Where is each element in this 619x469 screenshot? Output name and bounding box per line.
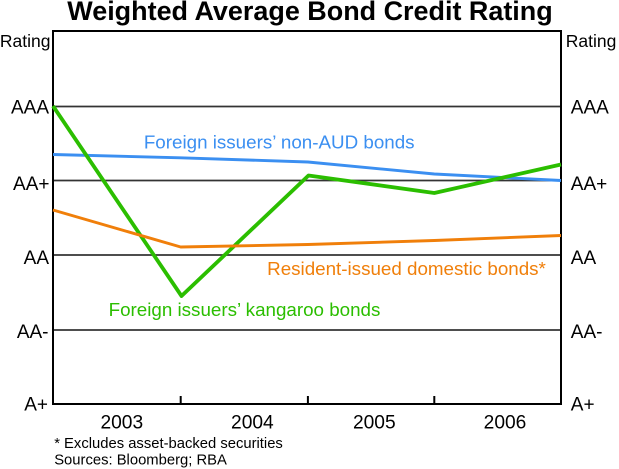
svg-text:AAA: AAA bbox=[571, 97, 609, 118]
svg-text:Foreign issuers’ kangaroo bond: Foreign issuers’ kangaroo bonds bbox=[109, 299, 381, 320]
svg-text:2006: 2006 bbox=[484, 413, 527, 434]
svg-text:Weighted Average Bond Credit R: Weighted Average Bond Credit Rating bbox=[67, 0, 552, 26]
svg-text:Sources: Bloomberg; RBA: Sources: Bloomberg; RBA bbox=[54, 452, 227, 468]
svg-text:A+: A+ bbox=[24, 394, 48, 415]
svg-text:AA-: AA- bbox=[17, 322, 49, 343]
svg-text:AA: AA bbox=[571, 248, 597, 269]
svg-text:2005: 2005 bbox=[353, 413, 396, 434]
svg-text:2003: 2003 bbox=[100, 413, 143, 434]
svg-text:AA+: AA+ bbox=[13, 174, 49, 195]
svg-text:AA-: AA- bbox=[571, 322, 603, 343]
svg-text:Rating: Rating bbox=[566, 31, 617, 51]
svg-text:2004: 2004 bbox=[231, 413, 274, 434]
svg-text:* Excludes asset-backed securi: * Excludes asset-backed securities bbox=[54, 436, 283, 452]
svg-text:Resident-issued domestic bonds: Resident-issued domestic bonds* bbox=[267, 258, 546, 279]
svg-text:AAA: AAA bbox=[11, 97, 49, 118]
svg-text:A+: A+ bbox=[571, 394, 595, 415]
svg-text:Foreign issuers’ non-AUD bonds: Foreign issuers’ non-AUD bonds bbox=[144, 131, 415, 152]
svg-text:AA: AA bbox=[24, 248, 50, 269]
svg-text:Rating: Rating bbox=[0, 31, 51, 51]
svg-text:AA+: AA+ bbox=[571, 174, 607, 195]
